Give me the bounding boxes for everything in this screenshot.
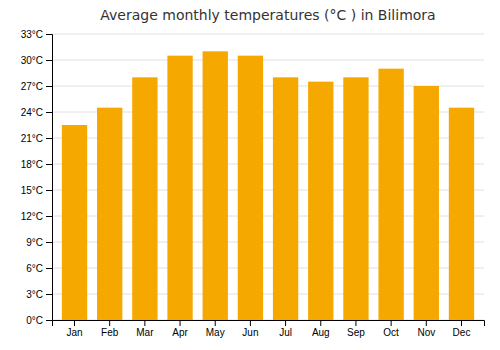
grid-line <box>52 60 484 61</box>
bar <box>132 77 157 320</box>
x-axis: Jan Feb Mar Apr May Jun Jul Aug Sep Oct Nov Dec <box>53 320 485 338</box>
y-tick-label: 15°C <box>21 185 43 196</box>
x-tick-mark <box>215 320 216 326</box>
title: Average monthly temperatures (°C ) in Bi… <box>100 7 435 23</box>
x-tick-mark <box>320 320 321 326</box>
x-tick-mark <box>250 320 251 326</box>
x-tick: Jan <box>66 320 82 338</box>
y-tick-mark <box>46 268 52 269</box>
y-tick: 15°C <box>21 185 52 196</box>
x-tick-mark <box>391 320 392 326</box>
x-tick-mark <box>74 320 75 326</box>
bar <box>203 51 228 320</box>
y-tick-label: 30°C <box>21 55 43 66</box>
bar <box>449 108 474 320</box>
y-tick-label: 12°C <box>21 211 43 222</box>
x-tick-label: Jul <box>279 327 292 338</box>
x-tick-label: Apr <box>172 327 188 338</box>
y-tick-mark <box>46 60 52 61</box>
y-tick: 3°C <box>26 289 52 300</box>
y-tick-label: 33°C <box>21 29 43 40</box>
chart: 0°C 3°C 6°C 9°C 12°C 15°C 18°C 21°C 24°C 27°C 30°C… <box>0 0 500 350</box>
y-tick-mark <box>46 242 52 243</box>
x-tick: Mar <box>136 320 154 338</box>
x-tick-label: Jun <box>242 327 258 338</box>
grid-line <box>52 34 484 35</box>
x-tick: Jun <box>242 320 258 338</box>
bar <box>414 86 439 320</box>
x-tick-mark <box>461 320 462 326</box>
x-tick-label: Feb <box>101 327 119 338</box>
x-tick-mark <box>144 320 145 326</box>
y-tick: 24°C <box>21 107 52 118</box>
x-tick-label: Mar <box>136 327 154 338</box>
bar <box>167 56 192 320</box>
bar <box>97 108 122 320</box>
y-tick-label: 3°C <box>26 289 43 300</box>
y-tick-mark <box>46 294 52 295</box>
y-tick-label: 9°C <box>26 237 43 248</box>
x-tick-label: Jan <box>66 327 82 338</box>
y-tick-label: 18°C <box>21 159 43 170</box>
y-tick: 9°C <box>26 237 52 248</box>
x-tick: Oct <box>383 320 399 338</box>
bar <box>238 56 263 320</box>
marks <box>62 51 474 320</box>
bar <box>378 69 403 320</box>
y-tick-mark <box>46 320 52 321</box>
grid <box>52 34 484 320</box>
y-tick-mark <box>46 190 52 191</box>
y-tick-label: 27°C <box>21 81 43 92</box>
x-tick-label: Sep <box>347 327 365 338</box>
y-tick-mark <box>46 138 52 139</box>
y-tick: 30°C <box>21 55 52 66</box>
y-tick: 27°C <box>21 81 52 92</box>
x-tick-mark <box>426 320 427 326</box>
bar <box>62 125 87 320</box>
y-tick: 33°C <box>21 29 52 40</box>
x-tick-mark <box>285 320 286 326</box>
x-axis-line <box>53 321 485 327</box>
x-tick: Apr <box>172 320 188 338</box>
x-tick-label: May <box>206 327 225 338</box>
x-tick-label: Dec <box>453 327 471 338</box>
x-tick: Nov <box>417 320 435 338</box>
y-tick: 18°C <box>21 159 52 170</box>
y-tick: 21°C <box>21 133 52 144</box>
y-tick-mark <box>46 112 52 113</box>
y-tick-label: 21°C <box>21 133 43 144</box>
y-tick-label: 0°C <box>26 315 43 326</box>
y-tick-label: 6°C <box>26 263 43 274</box>
y-tick-label: 24°C <box>21 107 43 118</box>
plot-area: 0°C 3°C 6°C 9°C 12°C 15°C 18°C 21°C 24°C 27°C 30°C… <box>21 29 485 338</box>
y-tick: 0°C <box>26 315 52 326</box>
bar <box>273 77 298 320</box>
bar <box>343 77 368 320</box>
y-tick-mark <box>46 164 52 165</box>
x-tick-label: Oct <box>383 327 399 338</box>
x-tick: Dec <box>453 320 471 338</box>
x-tick: Aug <box>312 320 330 338</box>
x-tick-label: Nov <box>417 327 435 338</box>
y-tick-mark <box>46 34 52 35</box>
y-tick: 6°C <box>26 263 52 274</box>
x-tick-mark <box>180 320 181 326</box>
bar <box>308 82 333 320</box>
y-tick: 12°C <box>21 211 52 222</box>
x-tick: Feb <box>101 320 119 338</box>
x-tick: Jul <box>279 320 292 338</box>
y-tick-mark <box>46 216 52 217</box>
x-tick-mark <box>355 320 356 326</box>
x-tick-label: Aug <box>312 327 330 338</box>
y-tick-mark <box>46 86 52 87</box>
x-tick-mark <box>109 320 110 326</box>
x-tick: Sep <box>347 320 365 338</box>
x-tick: May <box>206 320 225 338</box>
y-axis-line <box>46 35 53 321</box>
y-axis: 0°C 3°C 6°C 9°C 12°C 15°C 18°C 21°C 24°C 27°C 30°C… <box>21 29 53 326</box>
